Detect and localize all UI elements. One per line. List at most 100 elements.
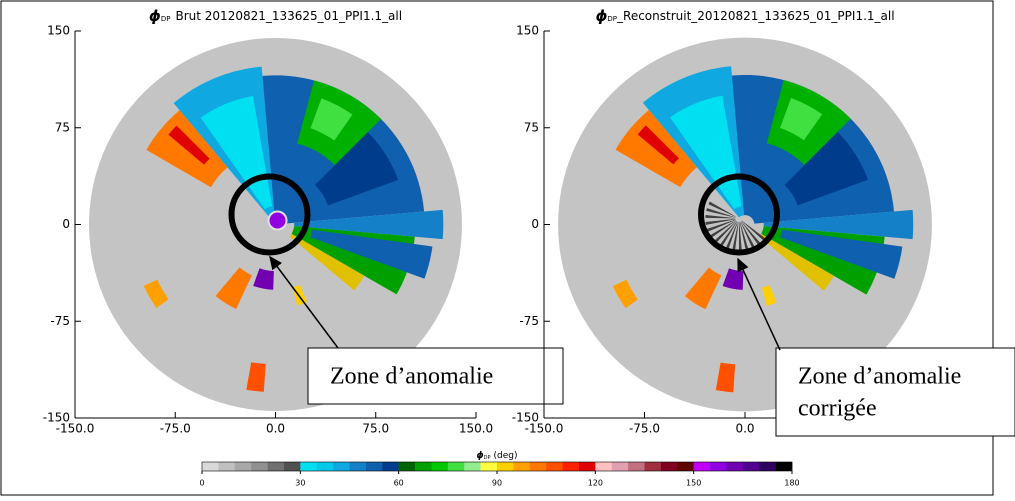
corrected-spoke xyxy=(708,201,736,217)
radar-echo xyxy=(294,209,444,240)
x-tick-label: 75.0 xyxy=(362,422,389,436)
x-tick-label: 0.0 xyxy=(735,422,754,436)
colorbar-cell xyxy=(382,462,399,471)
annotation-text: Zone d’anomalie xyxy=(798,364,961,390)
colorbar-cell xyxy=(759,462,776,471)
anomaly-circle xyxy=(228,173,311,256)
radar-echo xyxy=(310,229,433,279)
colorbar-cell xyxy=(611,462,629,471)
colorbar-cell xyxy=(775,462,793,471)
colorbar-cell xyxy=(218,462,236,471)
corrected-spoke xyxy=(741,221,762,246)
y-tick-label: -150 xyxy=(512,411,539,425)
colorbar-cell xyxy=(202,462,219,471)
corrected-spoke xyxy=(741,220,766,242)
radar-echo xyxy=(612,279,638,309)
text-part: DP xyxy=(161,15,171,23)
radar-echo xyxy=(253,268,274,290)
colorbar-cell xyxy=(595,462,613,471)
y-tick-label: -75 xyxy=(50,314,70,328)
colorbar-cell xyxy=(283,462,301,471)
annotation-arrow xyxy=(737,257,781,351)
colorbar-cell xyxy=(497,462,514,471)
radar-echo xyxy=(722,268,744,290)
colorbar-tick-label: 0 xyxy=(199,479,204,488)
colorbar-cell xyxy=(677,462,694,471)
x-tick-label: 150.0 xyxy=(459,422,493,436)
colorbar-tick-label: 180 xyxy=(784,479,799,488)
text-part: Brut 20120821_133625_01_PPI1.1_all xyxy=(176,9,403,23)
y-tick-label: 150 xyxy=(47,24,70,38)
colorbar-cell xyxy=(693,462,711,471)
text-part: ϕ xyxy=(476,451,483,461)
corrected-spoke xyxy=(725,221,738,251)
anomaly-circle xyxy=(698,173,780,256)
annotation-box xyxy=(775,347,1015,437)
colorbar-cell xyxy=(349,462,367,471)
chart-title: ϕDP Brut 20120821_133625_01_PPI1.1_all xyxy=(149,7,402,25)
radar-echo xyxy=(310,98,353,141)
colorbar-cell xyxy=(644,462,662,471)
colorbar-cell xyxy=(710,462,727,471)
text-part: (deg) xyxy=(494,451,518,461)
colorbar-cell xyxy=(398,462,416,471)
colorbar-cell xyxy=(578,462,596,471)
colorbar-cell xyxy=(529,462,547,471)
colorbar-cell xyxy=(513,462,531,471)
frame xyxy=(0,0,994,496)
radar-echo xyxy=(784,131,868,206)
colorbar-cell xyxy=(415,462,432,471)
colorbar-cell xyxy=(546,462,563,471)
radar-echo xyxy=(684,267,722,310)
x-tick-label: -75.0 xyxy=(160,422,191,436)
colorbar-cell xyxy=(628,462,645,471)
x-tick-label: -150.0 xyxy=(56,422,95,436)
colorbar-cell xyxy=(464,462,481,471)
colorbar-cell xyxy=(431,462,449,471)
radar-echo xyxy=(143,279,169,308)
colorbar-tick-label: 150 xyxy=(686,479,701,488)
annotation-text: corrigée xyxy=(798,396,877,422)
x-tick-label: -150.0 xyxy=(525,422,564,436)
x-tick-label: 0.0 xyxy=(266,422,285,436)
y-tick-label: -150 xyxy=(43,411,70,425)
corrected-spoke xyxy=(732,222,739,252)
radar-echo xyxy=(780,98,823,141)
corrected-spoke xyxy=(719,221,738,248)
radar-echo xyxy=(715,362,736,393)
y-tick-label: 0 xyxy=(62,217,70,231)
chart-title: ϕDP_Reconstruit_20120821_133625_01_PPI1.… xyxy=(595,7,894,25)
radar-echo xyxy=(289,233,365,291)
corrected-spoke xyxy=(739,222,749,252)
colorbar-cell xyxy=(267,462,285,471)
colorbar-cell xyxy=(742,462,760,471)
colorbar-cell xyxy=(480,462,498,471)
colorbar-cell xyxy=(562,462,580,471)
text-part: ϕ xyxy=(149,7,161,25)
y-tick-label: 150 xyxy=(516,24,539,38)
colorbar-tick-label: 60 xyxy=(394,479,404,488)
corrected-spoke xyxy=(709,220,736,238)
radar-echo xyxy=(780,229,903,279)
corrected-spoke xyxy=(740,221,756,250)
colorbar-cell xyxy=(660,462,678,471)
radar-echo xyxy=(763,209,914,240)
colorbar-cell xyxy=(251,462,268,471)
radar-echo xyxy=(168,125,210,165)
annotation-box xyxy=(307,347,564,405)
corrected-spoke xyxy=(713,221,737,244)
y-tick-label: -75 xyxy=(519,314,539,328)
radar-echo xyxy=(246,362,266,392)
text-part: _Reconstruit_20120821_133625_01_PPI1.1_a… xyxy=(616,9,895,23)
colorbar-cell xyxy=(447,462,465,471)
y-tick-label: 75 xyxy=(55,120,70,134)
corrected-spoke xyxy=(706,219,736,232)
colorbar-cell xyxy=(234,462,252,471)
radar-echo xyxy=(315,132,399,206)
y-tick-label: 0 xyxy=(531,217,539,231)
colorbar-cell xyxy=(316,462,334,471)
text-part: DP xyxy=(484,455,491,461)
colorbar-cell xyxy=(300,462,318,471)
radar-echo xyxy=(759,233,835,291)
